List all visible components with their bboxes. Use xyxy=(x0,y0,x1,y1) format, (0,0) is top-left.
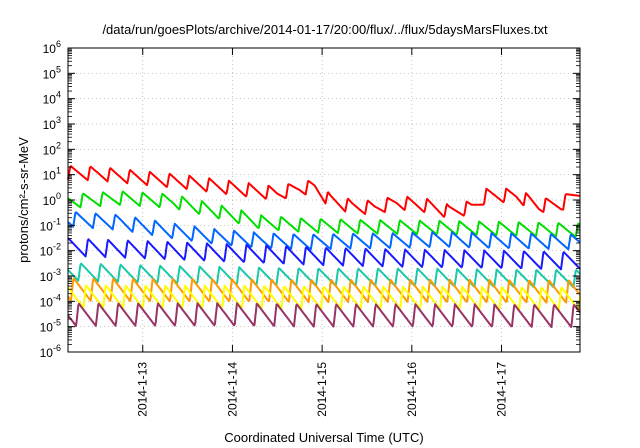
ticks: 10-6 10-5 10-4 10-3 10-2 10-1 100 101 102 103 104 1… xyxy=(40,39,580,417)
y-tick-label: 10-1 xyxy=(40,216,61,233)
series-line xyxy=(67,211,581,251)
y-tick-label: 104 xyxy=(43,90,61,107)
series-line xyxy=(67,277,581,304)
series-line xyxy=(67,190,581,238)
y-tick-label: 102 xyxy=(43,140,61,157)
x-tick-label: 2014-1-14 xyxy=(225,362,239,417)
series-line xyxy=(67,237,581,271)
y-tick-label: 103 xyxy=(43,115,61,132)
chart-title: /data/run/goesPlots/archive/2014-01-17/2… xyxy=(102,22,548,37)
y-tick-label: 10-3 xyxy=(40,267,61,284)
x-tick-label: 2014-1-17 xyxy=(495,362,509,417)
series-line xyxy=(67,262,581,289)
y-tick-label: 105 xyxy=(43,64,61,81)
series-line xyxy=(67,165,581,218)
y-tick-label: 10-4 xyxy=(40,292,61,309)
series-line xyxy=(67,284,581,311)
series-group xyxy=(67,165,581,329)
series-line xyxy=(67,302,581,329)
y-axis-title: protons/cm²-s-sr-MeV xyxy=(16,137,31,263)
y-tick-label: 10-6 xyxy=(40,343,61,360)
y-tick-label: 10-2 xyxy=(40,242,61,259)
x-tick-label: 2014-1-13 xyxy=(136,362,150,417)
x-tick-label: 2014-1-15 xyxy=(315,362,329,417)
y-tick-label: 100 xyxy=(43,191,61,208)
x-axis-title: Coordinated Universal Time (UTC) xyxy=(224,430,423,445)
y-tick-label: 106 xyxy=(43,39,61,56)
y-tick-label: 101 xyxy=(43,166,61,183)
x-tick-label: 2014-1-16 xyxy=(405,362,419,417)
y-tick-label: 10-5 xyxy=(40,318,61,335)
